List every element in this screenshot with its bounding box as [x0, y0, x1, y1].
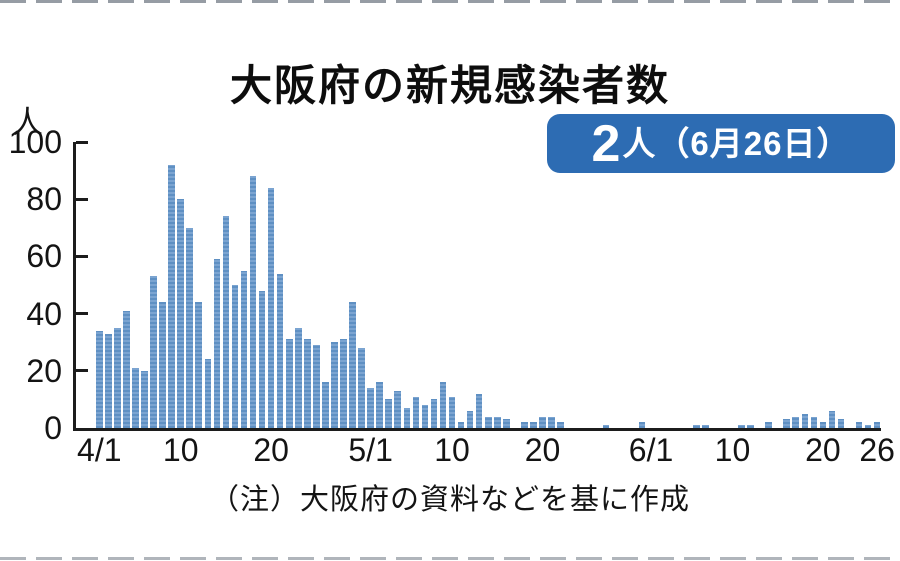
bar [493, 416, 501, 428]
bar [828, 410, 836, 428]
y-tick-mark [76, 140, 88, 144]
bar [204, 359, 212, 428]
bar [340, 339, 347, 428]
bar [738, 425, 745, 428]
bar [421, 405, 429, 428]
bar [394, 390, 402, 428]
bar [168, 164, 175, 428]
bar [195, 302, 203, 428]
bar [539, 416, 546, 428]
bar [457, 422, 465, 428]
bar [159, 302, 166, 428]
y-tick-mark [76, 369, 88, 373]
bar [267, 187, 275, 428]
x-tick-label: 6/1 [628, 432, 674, 468]
x-tick-label: 20 [253, 432, 289, 468]
bar [258, 290, 266, 428]
y-tick-label: 80 [26, 181, 62, 218]
y-axis-unit-label: 人 [12, 105, 43, 140]
bar [548, 416, 555, 428]
bar [222, 216, 230, 428]
bar [557, 422, 564, 428]
bar [873, 422, 881, 428]
bar [385, 399, 393, 428]
bar [213, 259, 221, 428]
y-tick-mark [76, 197, 88, 201]
bar [358, 347, 365, 428]
chart-title: 大阪府の新規感染者数 [229, 62, 670, 110]
bar [530, 422, 537, 428]
bar [692, 425, 700, 428]
bar [349, 302, 356, 428]
bar [430, 399, 438, 428]
bar [819, 422, 827, 428]
y-tick-label: 100 [8, 124, 62, 160]
bar [331, 342, 338, 428]
bar [792, 416, 800, 428]
bar [783, 419, 790, 428]
bar [141, 370, 148, 428]
bar [105, 333, 112, 428]
x-tick-label: 20 [524, 432, 561, 468]
bar [367, 387, 374, 428]
y-tick-mark [76, 312, 88, 316]
bar [322, 382, 329, 428]
bar [150, 276, 157, 428]
bar [864, 425, 872, 428]
bar [132, 367, 139, 428]
bar [114, 327, 121, 428]
bar [503, 419, 510, 428]
bar [186, 227, 194, 428]
badge-count: 2 [591, 114, 621, 173]
bar [855, 422, 863, 428]
bar [484, 416, 492, 428]
bar [177, 199, 184, 428]
top-border-dashes [0, 0, 900, 3]
y-tick-label: 20 [26, 352, 62, 389]
source-note: （注）大阪府の資料などを基に作成 [209, 484, 690, 516]
bar [240, 270, 248, 428]
x-tick-label: 10 [162, 432, 199, 468]
bar [285, 339, 293, 428]
y-tick-label: 60 [26, 238, 62, 275]
bottom-border-dashes [0, 557, 900, 560]
x-tick-label: 20 [805, 432, 841, 468]
bar [801, 413, 809, 428]
bar [765, 422, 772, 428]
bar [276, 273, 284, 428]
y-tick-label: 40 [26, 295, 62, 332]
bar [304, 339, 311, 428]
y-tick-mark [76, 254, 88, 258]
bar [313, 345, 320, 428]
bar [521, 422, 528, 428]
bar [602, 425, 610, 428]
x-tick-label: 10 [434, 432, 470, 468]
bar [638, 422, 646, 428]
bar [702, 425, 709, 428]
x-tick-label: 4/1 [77, 432, 122, 468]
bar [249, 176, 257, 428]
x-tick-label: 5/1 [348, 432, 393, 468]
y-tick-label: 0 [44, 410, 62, 446]
bar [294, 327, 302, 428]
bar [123, 310, 130, 428]
bar [231, 285, 239, 428]
bar [439, 382, 447, 428]
bar [412, 396, 420, 428]
bar [448, 396, 456, 428]
x-tick-label: 26 [859, 432, 895, 468]
bar [837, 419, 845, 428]
bar [747, 425, 754, 428]
bar [466, 410, 474, 428]
badge-date-suffix: 人（6月26日） [622, 125, 851, 162]
bar [810, 416, 818, 428]
plot-area [73, 140, 881, 431]
bar [475, 393, 483, 428]
bar [403, 407, 411, 428]
bar [376, 382, 383, 428]
x-tick-label: 10 [714, 432, 751, 468]
latest-count-badge: 2 人（6月26日） [547, 114, 895, 173]
bar [96, 330, 103, 428]
